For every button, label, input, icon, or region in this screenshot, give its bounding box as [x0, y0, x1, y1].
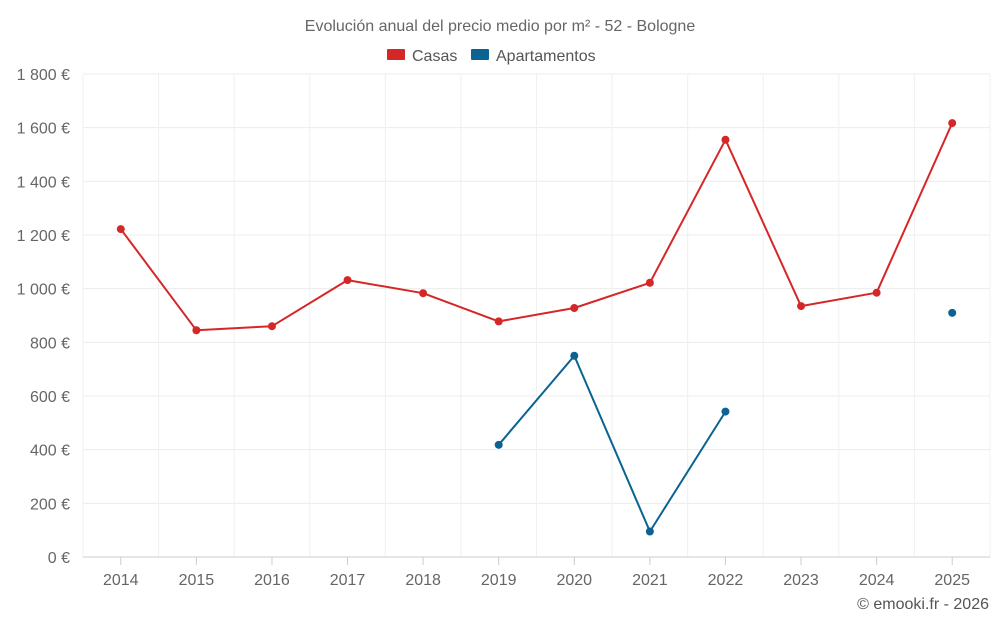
grid	[82, 73, 991, 557]
data-point-casas	[645, 278, 654, 287]
data-point-casas	[419, 289, 428, 298]
data-point-casas	[797, 302, 806, 311]
data-point-casas	[721, 135, 730, 144]
x-tick-label: 2025	[934, 572, 970, 589]
y-tick-label: 1 600 €	[17, 121, 70, 138]
x-tick-label: 2015	[179, 572, 215, 589]
x-tick-label: 2022	[708, 572, 744, 589]
legend-item-apartamentos[interactable]: Apartamentos	[471, 48, 596, 65]
y-tick-label: 800 €	[30, 335, 70, 352]
y-tick-label: 1 400 €	[17, 174, 70, 191]
legend-swatch-apartamentos	[471, 49, 489, 60]
data-point-apartamentos	[494, 440, 503, 449]
x-tick-label: 2019	[481, 572, 517, 589]
data-point-casas	[267, 322, 276, 331]
x-tick-label: 2021	[632, 572, 668, 589]
legend-label-apartamentos: Apartamentos	[496, 48, 596, 65]
plot-area	[116, 119, 957, 536]
y-tick-label: 400 €	[30, 443, 70, 460]
data-point-apartamentos	[721, 407, 730, 416]
data-point-casas	[872, 288, 881, 297]
credit-text: © emooki.fr - 2026	[857, 596, 989, 613]
y-tick-label: 1 800 €	[17, 67, 70, 84]
chart-title: Evolución anual del precio medio por m² …	[305, 18, 696, 35]
legend: Casas Apartamentos	[387, 48, 596, 65]
x-tick-label: 2018	[405, 572, 441, 589]
x-axis: 2014 2015 2016 2017 2018 2019 2020 2021 2022 2023…	[83, 556, 990, 589]
y-tick-label: 600 €	[30, 389, 70, 406]
data-point-casas	[192, 326, 201, 335]
data-point-casas	[494, 317, 503, 326]
data-point-apartamentos	[570, 351, 579, 360]
data-point-casas	[570, 303, 579, 312]
data-point-apartamentos	[645, 527, 654, 536]
x-tick-label: 2017	[330, 572, 366, 589]
y-tick-label: 1 200 €	[17, 228, 70, 245]
data-point-casas	[116, 225, 125, 234]
series-line-apartamentos	[497, 354, 727, 533]
x-tick-label: 2014	[103, 572, 139, 589]
x-tick-label: 2023	[783, 572, 819, 589]
y-tick-label: 0 €	[48, 550, 70, 567]
data-point-casas	[948, 119, 957, 128]
legend-swatch-casas	[387, 49, 405, 60]
legend-label-casas: Casas	[412, 48, 457, 65]
x-tick-label: 2016	[254, 572, 290, 589]
x-tick-label: 2020	[556, 572, 592, 589]
series-line-casas	[119, 122, 954, 332]
data-point-apartamentos	[948, 308, 957, 317]
legend-item-casas[interactable]: Casas	[387, 48, 457, 65]
y-axis: 0 € 200 € 400 € 600 € 800 € 1 000 € 1 200 € 1 4…	[17, 67, 70, 567]
y-tick-label: 1 000 €	[17, 282, 70, 299]
data-point-casas	[343, 276, 352, 285]
x-tick-label: 2024	[859, 572, 895, 589]
y-tick-label: 200 €	[30, 496, 70, 513]
